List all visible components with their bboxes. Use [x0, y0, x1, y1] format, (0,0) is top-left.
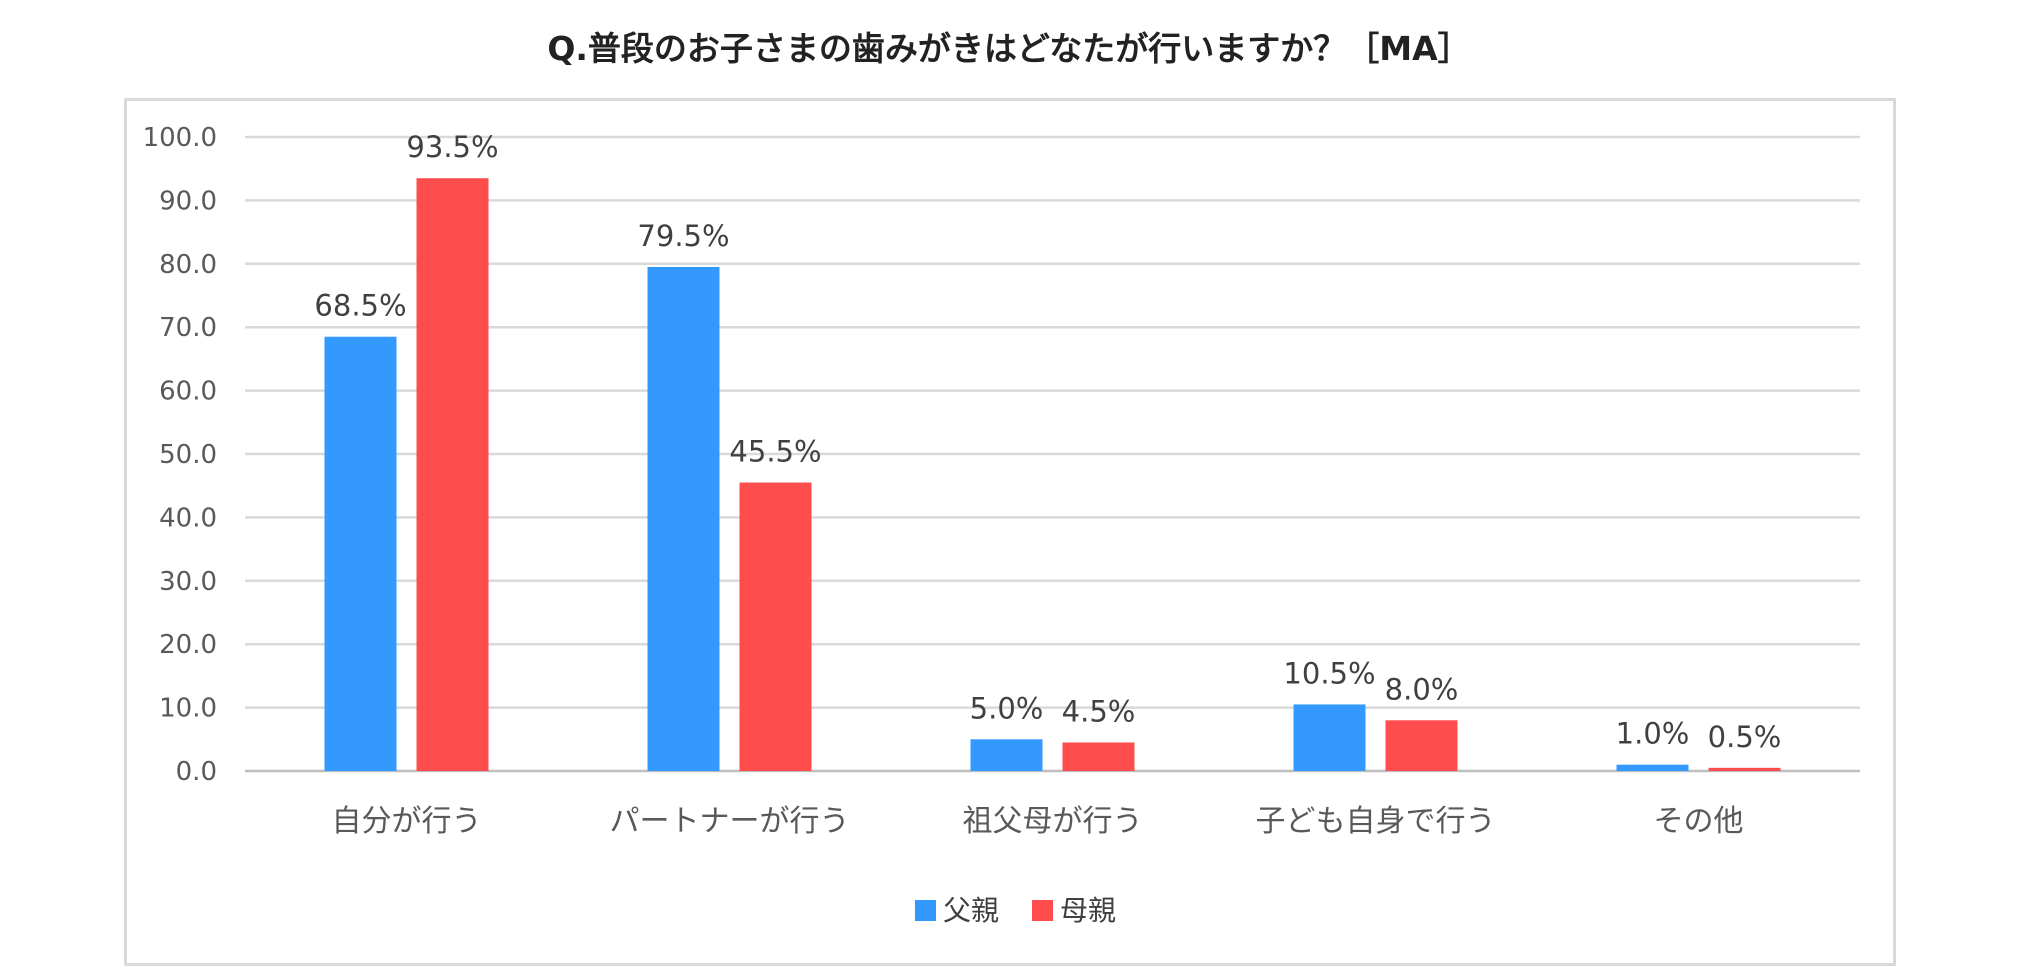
y-tick-label: 10.0: [159, 694, 217, 724]
y-axis-ticks: 0.0 10.0 20.0 30.0 40.0 50.0 60.0 70.0 80.0 90.0 1…: [143, 123, 217, 787]
x-axis-categories: 自分が行う パートナーが行う 祖父母が行う 子ども自身で行う その他: [332, 804, 1744, 839]
data-labels: 68.5% 93.5% 79.5% 45.5% 5.0% 4.5% 10.5% 8.0% 1.0…: [314, 130, 1781, 754]
data-label: 8.0%: [1385, 672, 1459, 706]
category-label: 祖父母が行う: [963, 804, 1143, 839]
y-tick-label: 0.0: [176, 757, 217, 787]
bar: [416, 178, 489, 771]
category-label: 自分が行う: [332, 804, 482, 839]
y-tick-label: 50.0: [159, 440, 217, 470]
chart-title: Q.普段のお子さまの歯みがきはどなたが行いますか？［MA］: [547, 29, 1471, 68]
legend: 父親 母親: [915, 894, 1116, 927]
bar: [970, 739, 1043, 771]
bar: [1616, 764, 1689, 771]
y-tick-label: 100.0: [143, 123, 217, 153]
category-label: その他: [1654, 804, 1744, 839]
y-tick-label: 70.0: [159, 313, 217, 343]
category-label: パートナーが行う: [610, 804, 850, 839]
bar: [1708, 767, 1781, 771]
data-label: 68.5%: [314, 289, 406, 323]
data-label: 1.0%: [1616, 717, 1690, 751]
data-label: 4.5%: [1062, 694, 1136, 728]
data-label: 79.5%: [637, 219, 729, 253]
y-tick-label: 60.0: [159, 377, 217, 407]
data-label: 5.0%: [970, 691, 1044, 725]
legend-swatch: [1032, 900, 1053, 921]
y-tick-label: 30.0: [159, 567, 217, 597]
y-tick-label: 90.0: [159, 186, 217, 216]
data-label: 45.5%: [729, 435, 821, 469]
bar: [1385, 720, 1458, 771]
data-label: 93.5%: [406, 130, 498, 164]
bar: [324, 336, 397, 771]
legend-label: 父親: [943, 894, 999, 927]
legend-swatch: [915, 900, 936, 921]
y-tick-label: 80.0: [159, 250, 217, 280]
gridlines: [245, 135, 1860, 773]
y-tick-label: 20.0: [159, 630, 217, 660]
data-label: 0.5%: [1708, 720, 1782, 754]
bar: [647, 266, 720, 771]
bar: [1293, 704, 1366, 771]
bar: [1062, 742, 1135, 771]
category-label: 子ども自身で行う: [1256, 804, 1496, 839]
bar: [739, 482, 812, 771]
bars: [324, 178, 1781, 771]
legend-label: 母親: [1060, 894, 1116, 927]
y-tick-label: 40.0: [159, 503, 217, 533]
data-label: 10.5%: [1283, 656, 1375, 690]
